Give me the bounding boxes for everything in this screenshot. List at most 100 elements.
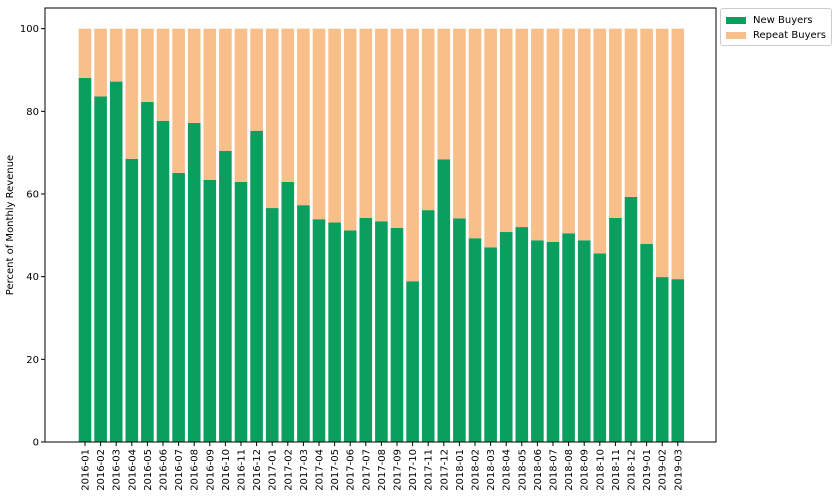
- x-tick-label: 2019-01: [642, 449, 653, 491]
- bar-new-buyers: [328, 222, 341, 442]
- x-tick-label: 2017-04: [315, 449, 326, 491]
- bar-repeat-buyers: [468, 28, 482, 239]
- bar-repeat-buyers: [437, 28, 451, 160]
- bar-repeat-buyers: [640, 28, 653, 245]
- x-tick-label: 2017-02: [283, 449, 294, 491]
- bar-new-buyers: [562, 233, 575, 442]
- bar-repeat-buyers: [453, 28, 466, 219]
- y-axis: 0 20 40 60 80 100: [20, 24, 45, 449]
- bar-new-buyers: [219, 151, 232, 442]
- y-tick-label: 20: [26, 355, 39, 366]
- x-tick-label: 2017-03: [299, 449, 310, 491]
- plot-frame: [44, 7, 717, 443]
- x-tick-label: 2016-12: [252, 449, 263, 491]
- bar-repeat-buyers: [250, 28, 263, 131]
- x-tick-label: 2018-12: [627, 449, 638, 491]
- legend-label-repeat-buyers: Repeat Buyers: [753, 30, 826, 41]
- x-tick-label: 2018-11: [611, 449, 622, 491]
- legend-label-new-buyers: New Buyers: [753, 15, 813, 26]
- x-tick-label: 2018-07: [549, 449, 560, 491]
- x-tick-label: 2016-09: [205, 449, 216, 491]
- bar-new-buyers: [343, 230, 357, 442]
- bar-new-buyers: [125, 158, 139, 442]
- x-axis: 2016-01 2016-02 2016-03 2016-04 2016-05 2016-…: [81, 442, 684, 491]
- bars-layer: [78, 28, 685, 443]
- bar-repeat-buyers: [125, 28, 139, 159]
- x-tick-label: 2016-04: [127, 449, 138, 491]
- y-axis-label: Percent of Monthly Revenue: [5, 155, 16, 295]
- bar-new-buyers: [421, 210, 435, 442]
- legend-swatch-repeat-buyers: [726, 32, 746, 39]
- bar-repeat-buyers: [172, 28, 185, 173]
- bar-new-buyers: [234, 182, 248, 442]
- x-tick-label: 2017-08: [377, 449, 388, 491]
- bar-new-buyers: [484, 247, 497, 442]
- x-tick-label: 2018-10: [595, 449, 606, 491]
- bar-repeat-buyers: [609, 28, 622, 218]
- bar-repeat-buyers: [94, 28, 107, 97]
- bar-repeat-buyers: [577, 28, 591, 241]
- bar-repeat-buyers: [343, 28, 357, 231]
- bar-repeat-buyers: [265, 28, 279, 209]
- bar-new-buyers: [546, 241, 560, 442]
- x-tick-label: 2018-01: [455, 449, 466, 491]
- bar-repeat-buyers: [203, 28, 217, 180]
- bar-repeat-buyers: [624, 28, 638, 197]
- x-tick-label: 2018-05: [517, 449, 528, 491]
- bar-new-buyers: [499, 232, 513, 442]
- x-tick-label: 2018-06: [533, 449, 544, 491]
- x-tick-label: 2019-03: [673, 449, 684, 491]
- bar-repeat-buyers: [671, 28, 685, 280]
- bar-new-buyers: [453, 218, 466, 442]
- x-tick-label: 2019-02: [658, 449, 669, 491]
- bar-new-buyers: [359, 217, 373, 442]
- x-tick-label: 2017-06: [346, 449, 357, 491]
- bar-repeat-buyers: [78, 28, 92, 78]
- bar-repeat-buyers: [141, 28, 154, 102]
- x-tick-label: 2017-10: [408, 449, 419, 491]
- bar-repeat-buyers: [531, 28, 544, 241]
- x-tick-label: 2017-05: [330, 449, 341, 491]
- x-tick-label: 2017-07: [361, 449, 372, 491]
- bar-repeat-buyers: [484, 28, 497, 248]
- legend-entry-repeat-buyers: Repeat Buyers: [726, 28, 826, 43]
- bar-new-buyers: [109, 81, 123, 442]
- bar-repeat-buyers: [562, 28, 575, 234]
- bar-repeat-buyers: [297, 28, 310, 206]
- y-tick-label: 60: [26, 190, 39, 201]
- bar-new-buyers: [156, 120, 170, 442]
- y-tick-label: 80: [26, 107, 39, 118]
- x-tick-label: 2016-03: [112, 449, 123, 491]
- y-tick-label: 0: [33, 438, 39, 449]
- bar-new-buyers: [671, 279, 685, 442]
- bar-repeat-buyers: [515, 28, 529, 228]
- x-tick-label: 2017-01: [268, 449, 279, 491]
- bar-repeat-buyers: [234, 28, 248, 183]
- bar-new-buyers: [265, 208, 279, 442]
- bar-repeat-buyers: [312, 28, 326, 220]
- bar-new-buyers: [312, 219, 326, 442]
- bar-repeat-buyers: [406, 28, 419, 282]
- bar-new-buyers: [624, 196, 638, 442]
- x-tick-label: 2016-08: [190, 449, 201, 491]
- bar-repeat-buyers: [328, 28, 341, 223]
- x-tick-label: 2018-03: [486, 449, 497, 491]
- bar-repeat-buyers: [281, 28, 295, 183]
- y-tick-label: 100: [20, 24, 39, 35]
- bar-new-buyers: [141, 101, 154, 443]
- bar-repeat-buyers: [359, 28, 373, 218]
- bar-repeat-buyers: [390, 28, 404, 228]
- bar-new-buyers: [390, 227, 404, 442]
- bar-new-buyers: [94, 96, 107, 442]
- x-tick-label: 2016-05: [143, 449, 154, 491]
- bar-new-buyers: [655, 277, 669, 442]
- bar-repeat-buyers: [109, 28, 123, 82]
- bar-new-buyers: [640, 244, 653, 442]
- bar-new-buyers: [187, 122, 201, 442]
- bar-new-buyers: [375, 221, 388, 442]
- x-tick-label: 2016-10: [221, 449, 232, 491]
- x-tick-label: 2016-02: [96, 449, 107, 491]
- bar-repeat-buyers: [375, 28, 388, 222]
